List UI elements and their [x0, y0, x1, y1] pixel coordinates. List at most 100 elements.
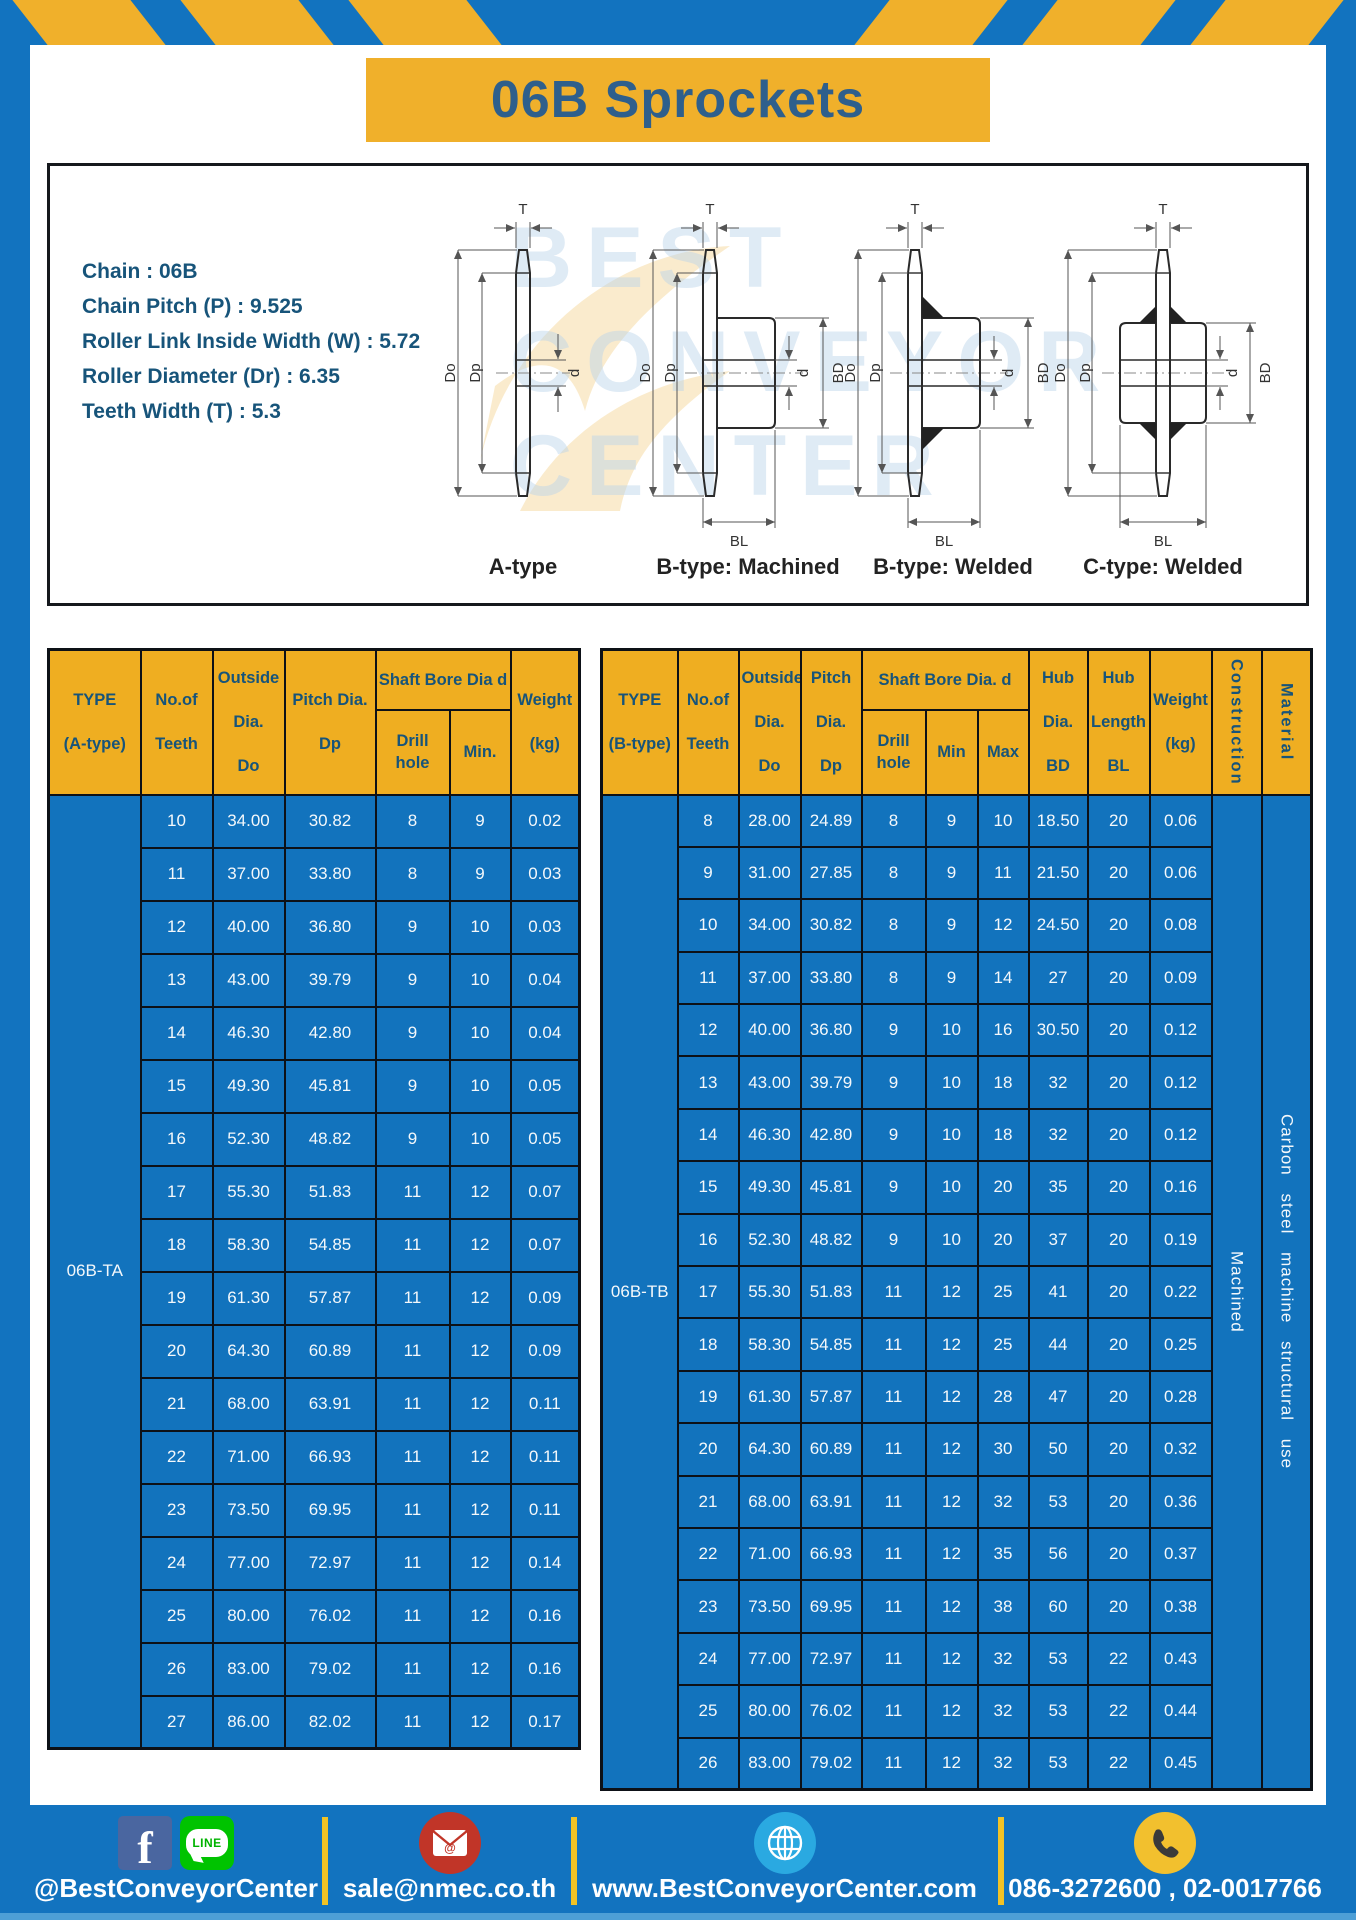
data-cell: 32 — [1027, 1055, 1089, 1110]
data-cell: 11 — [860, 1631, 927, 1687]
data-cell: 12 — [924, 1369, 979, 1425]
data-cell: 9 — [924, 845, 979, 901]
data-cell: 0.05 — [509, 1058, 581, 1114]
data-cell: 53 — [1027, 1631, 1089, 1687]
col-header-max: Max — [976, 708, 1030, 796]
dim-label-d: d — [795, 369, 812, 377]
data-cell: 12 — [924, 1684, 979, 1739]
data-cell: 0.07 — [509, 1217, 581, 1273]
data-cell: 28.00 — [737, 793, 802, 848]
data-cell: 46.30 — [737, 1107, 802, 1163]
data-cell: 43.00 — [211, 952, 286, 1008]
data-cell: 11 — [860, 1684, 927, 1739]
data-cell: 19 — [139, 1270, 214, 1326]
data-cell: 0.11 — [509, 1482, 581, 1538]
table-row: 24 77.00 72.97 11 12 0.14 — [49, 1535, 581, 1591]
data-cell: 24.50 — [1027, 898, 1089, 953]
table-row: 11 37.00 33.80 8 9 14 27 20 0.09 — [602, 950, 1312, 1006]
data-cell: 12 — [924, 1265, 979, 1320]
col-header-shaft-bore: Shaft Bore Dia d — [374, 648, 512, 711]
data-cell: 35 — [1027, 1160, 1089, 1215]
table-row: 12 40.00 36.80 9 10 0.03 — [49, 899, 581, 955]
footer-divider — [322, 1817, 328, 1905]
dim-label-Dp: Dp — [1077, 363, 1094, 382]
construction-cell: Machined — [1210, 793, 1263, 1791]
data-cell: 37.00 — [211, 846, 286, 902]
data-cell: 37 — [1027, 1212, 1089, 1268]
data-cell: 20 — [1086, 1317, 1151, 1372]
dim-label-d: d — [566, 369, 583, 377]
data-cell: 23 — [139, 1482, 214, 1538]
dim-label-d: d — [1000, 369, 1017, 377]
data-cell: 53 — [1027, 1684, 1089, 1739]
data-cell: 32 — [1027, 1107, 1089, 1163]
table-row: 16 52.30 48.82 9 10 20 37 20 0.19 — [602, 1212, 1312, 1268]
data-cell: 0.11 — [509, 1376, 581, 1432]
data-cell: 52.30 — [211, 1111, 286, 1167]
col-header-weight: Weight (kg) — [509, 648, 581, 796]
data-cell: 63.91 — [283, 1376, 377, 1432]
data-cell: 17 — [676, 1265, 740, 1320]
data-cell: 0.16 — [509, 1588, 581, 1644]
data-cell: 11 — [860, 1736, 927, 1791]
footer-website: www.BestConveyorCenter.com — [577, 1805, 992, 1920]
data-cell: 0.25 — [1148, 1317, 1213, 1372]
table-row: 17 55.30 51.83 11 12 25 41 20 0.22 — [602, 1265, 1312, 1320]
left-border — [0, 0, 30, 1920]
stripe — [849, 0, 1013, 45]
data-cell: 30.82 — [799, 898, 863, 953]
data-cell: 0.45 — [1148, 1736, 1213, 1791]
dim-label-BL: BL — [730, 533, 748, 550]
data-cell: 14 — [139, 1005, 214, 1061]
data-cell: 20 — [139, 1323, 214, 1379]
data-cell: 12 — [448, 1429, 512, 1485]
data-cell: 11 — [139, 846, 214, 902]
data-cell: 9 — [374, 1111, 451, 1167]
data-cell: 36.80 — [799, 1003, 863, 1058]
table-row: 21 68.00 63.91 11 12 0.11 — [49, 1376, 581, 1432]
col-header-weight: Weight (kg) — [1148, 648, 1213, 796]
data-cell: 26 — [139, 1641, 214, 1697]
data-cell: 11 — [374, 1641, 451, 1697]
data-cell: 79.02 — [283, 1641, 377, 1697]
data-cell: 76.02 — [283, 1588, 377, 1644]
data-cell: 0.36 — [1148, 1474, 1213, 1529]
col-header-outside-dia: Outside Dia. Do — [211, 648, 286, 796]
footer-phone: 086-3272600 , 02-0017766 — [1004, 1805, 1326, 1920]
data-cell: 8 — [374, 846, 451, 902]
data-cell: 53 — [1027, 1736, 1089, 1791]
data-cell: 10 — [139, 793, 214, 849]
data-cell: 12 — [448, 1641, 512, 1697]
data-cell: 61.30 — [737, 1369, 802, 1425]
data-cell: 24 — [676, 1631, 740, 1687]
data-cell: 12 — [448, 1217, 512, 1273]
table-row: 12 40.00 36.80 9 10 16 30.50 20 0.12 — [602, 1003, 1312, 1058]
data-cell: 0.04 — [509, 1005, 581, 1061]
dim-label-d: d — [1224, 369, 1241, 377]
data-cell: 11 — [976, 845, 1030, 901]
diagram-label: C-type: Welded — [1083, 554, 1243, 579]
data-cell: 60 — [1027, 1579, 1089, 1634]
data-cell: 82.02 — [283, 1694, 377, 1750]
spec-line: Roller Diameter (Dr) : 6.35 — [82, 365, 340, 388]
table-row: 21 68.00 63.91 11 12 32 53 20 0.36 — [602, 1474, 1312, 1529]
table-row: 9 31.00 27.85 8 9 11 21.50 20 0.06 — [602, 845, 1312, 901]
data-cell: 11 — [374, 1482, 451, 1538]
data-cell: 12 — [924, 1579, 979, 1634]
data-cell: 11 — [860, 1422, 927, 1477]
table-row: 22 71.00 66.93 11 12 0.11 — [49, 1429, 581, 1485]
footer-contact-bar: f LINE @BestConveyorCenter @ sale@nmec.c… — [0, 1805, 1356, 1920]
data-cell: 22 — [676, 1526, 740, 1582]
dim-label-T: T — [910, 201, 919, 218]
dim-label-BL: BL — [1154, 533, 1172, 550]
col-header-construction: Construction — [1210, 648, 1263, 796]
data-cell: 55.30 — [211, 1164, 286, 1220]
data-cell: 45.81 — [799, 1160, 863, 1215]
data-cell: 22 — [139, 1429, 214, 1485]
data-cell: 66.93 — [283, 1429, 377, 1485]
diagram-b-type-welded: Do Dp T d BD — [838, 188, 1068, 558]
data-cell: 16 — [139, 1111, 214, 1167]
table-row: 26 83.00 79.02 11 12 32 53 22 0.45 — [602, 1736, 1312, 1791]
data-cell: 12 — [448, 1323, 512, 1379]
